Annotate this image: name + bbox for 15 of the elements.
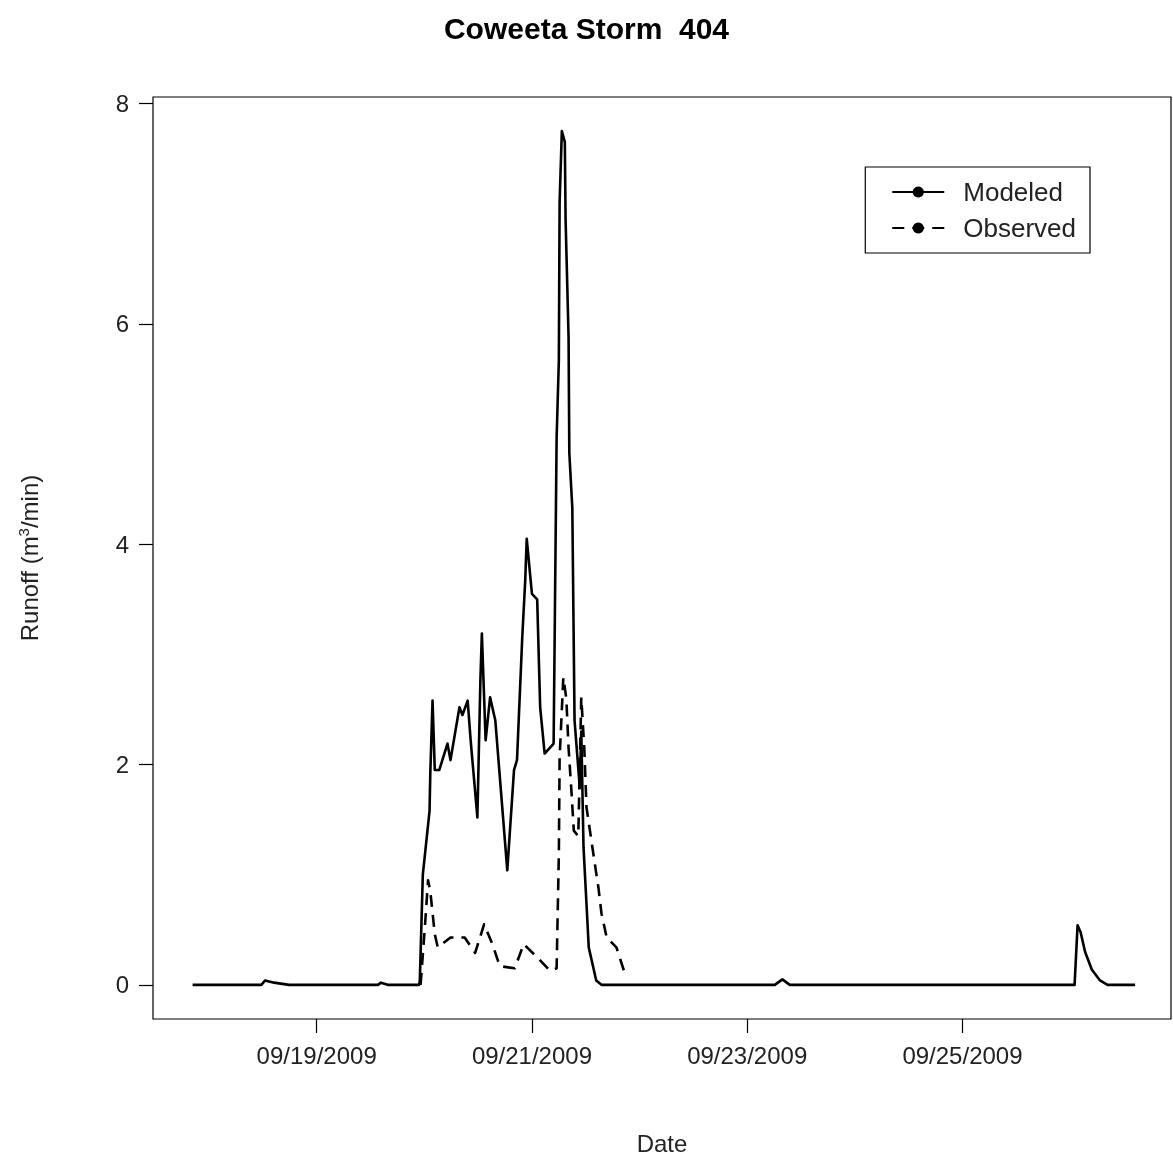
x-tick-label: 09/23/2009 [687, 1041, 808, 1069]
y-tick-label: 0 [115, 971, 129, 999]
y-tick-label: 4 [115, 530, 129, 558]
y-axis-title: Runoff (m3/min) [15, 474, 43, 642]
y-tick-label: 8 [115, 90, 129, 118]
line-series [191, 129, 1137, 987]
x-axis-title: Date [636, 1129, 688, 1157]
y-tick-label: 6 [115, 310, 129, 338]
x-tick-label: 09/25/2009 [902, 1041, 1023, 1069]
legend-label: Observed [963, 213, 1077, 243]
chart-title: Coweeta Storm 404 [443, 11, 730, 45]
x-tick-label: 09/19/2009 [256, 1041, 377, 1069]
x-tick-label: 09/21/2009 [471, 1041, 593, 1069]
legend-label: Modeled [963, 177, 1064, 207]
y-tick-label: 2 [115, 751, 129, 779]
